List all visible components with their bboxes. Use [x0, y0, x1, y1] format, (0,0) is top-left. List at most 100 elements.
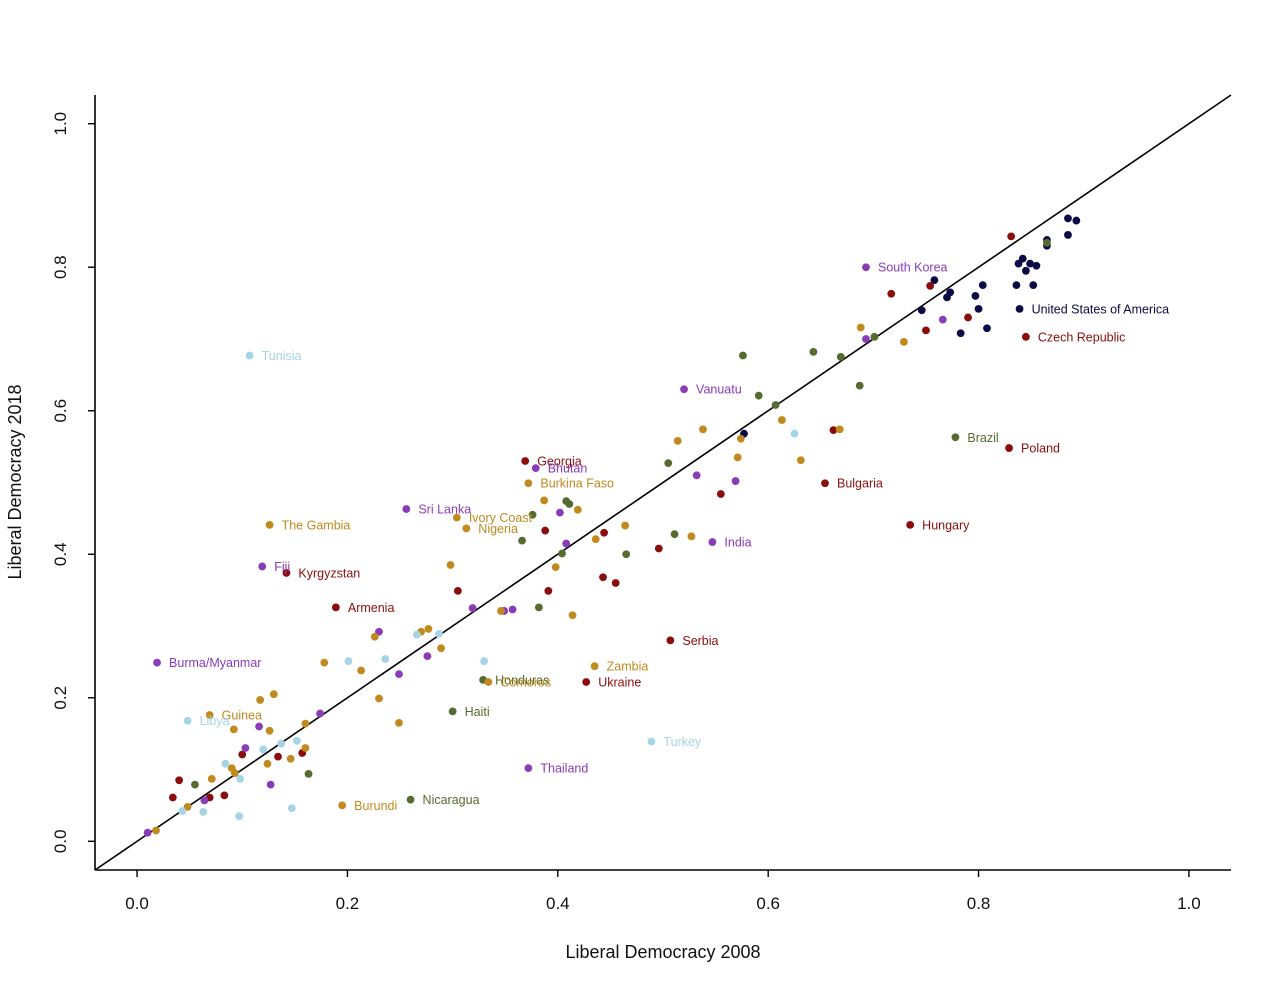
data-point	[453, 586, 462, 595]
data-point	[855, 381, 864, 390]
labeled-point	[462, 524, 471, 533]
point-label: Nigeria	[478, 522, 518, 536]
reference-line	[94, 94, 1232, 871]
data-point	[395, 718, 403, 727]
labeled-point	[906, 520, 915, 529]
points-layer	[143, 214, 1081, 837]
data-point	[381, 655, 390, 663]
labeled-point	[524, 764, 533, 773]
data-point	[943, 293, 951, 302]
labeled-point	[590, 662, 599, 671]
data-point	[274, 752, 282, 761]
point-label: Zambia	[607, 660, 649, 674]
data-point	[739, 351, 747, 360]
data-point	[255, 722, 263, 731]
data-point	[964, 313, 972, 322]
labeled-point	[708, 538, 717, 546]
data-point	[263, 759, 272, 768]
data-point	[508, 605, 517, 614]
data-point	[870, 332, 879, 341]
x-tick-label: 0.2	[336, 894, 360, 913]
data-point	[277, 739, 286, 748]
data-point	[790, 429, 799, 438]
data-point	[235, 812, 244, 821]
data-point	[558, 549, 566, 558]
point-label: United States of America	[1032, 302, 1170, 316]
labeled-point	[951, 433, 960, 442]
data-point	[241, 744, 250, 752]
point-label: Vanuatu	[696, 383, 742, 397]
labeled-point	[862, 263, 870, 272]
point-label: Brazil	[967, 431, 998, 445]
data-point	[1026, 259, 1034, 268]
data-point	[286, 754, 295, 763]
data-point	[480, 657, 489, 666]
point-label: Burma/Myanmar	[169, 656, 261, 670]
data-point	[230, 769, 239, 778]
labeled-point	[484, 678, 493, 686]
point-label: Comoros	[500, 675, 551, 689]
labeled-point	[153, 658, 161, 667]
data-point	[320, 658, 329, 667]
labeled-point	[531, 464, 540, 473]
data-point	[175, 776, 184, 785]
data-point	[856, 323, 865, 332]
point-label: Czech Republic	[1038, 330, 1126, 344]
data-point	[395, 670, 403, 678]
data-point	[1032, 261, 1041, 270]
labeled-point	[1021, 332, 1030, 341]
data-point	[673, 436, 682, 445]
data-point	[238, 750, 247, 759]
x-tick-label: 0.6	[756, 894, 780, 913]
point-label: Bulgaria	[837, 477, 883, 491]
data-point	[293, 736, 301, 745]
data-point	[1014, 259, 1023, 268]
data-point	[259, 745, 268, 754]
data-point	[562, 539, 571, 548]
axes: 0.0 0.2 0.4 0.6 0.8 1.0 0.0 0.2 0.4 0.6 0.8 1.0	[51, 95, 1231, 913]
data-point	[544, 586, 553, 595]
data-point	[304, 769, 313, 778]
point-label: Burkina Faso	[540, 477, 614, 491]
data-point	[412, 630, 421, 639]
data-point	[168, 793, 177, 802]
data-point	[887, 289, 896, 298]
point-label: The Gambia	[282, 518, 351, 532]
point-label: Thailand	[540, 762, 588, 776]
data-point	[974, 304, 983, 313]
data-point	[926, 281, 935, 290]
x-axis-title: Liberal Democracy 2008	[565, 942, 760, 962]
data-point	[1012, 281, 1021, 290]
data-point	[370, 632, 379, 641]
data-point	[528, 510, 537, 519]
data-point	[551, 563, 560, 572]
data-point	[357, 666, 366, 675]
data-point	[796, 456, 805, 465]
data-point	[568, 611, 577, 620]
data-point	[229, 725, 238, 734]
data-point	[437, 644, 445, 653]
data-point	[423, 652, 432, 661]
data-point	[269, 690, 278, 699]
point-label: Kyrgyzstan	[298, 566, 360, 580]
labeled-point	[666, 636, 675, 645]
data-point	[565, 500, 574, 508]
labeled-point	[1015, 304, 1024, 313]
y-tick-label: 0.2	[51, 686, 70, 710]
data-point	[541, 526, 550, 535]
data-point	[983, 324, 991, 333]
point-label: India	[724, 536, 751, 550]
data-point	[301, 719, 310, 728]
data-point	[835, 425, 844, 434]
point-label: Fiji	[274, 560, 290, 574]
point-label: Burundi	[354, 799, 397, 813]
y-tick-label: 1.0	[51, 112, 70, 136]
data-point	[809, 347, 818, 356]
data-point	[534, 603, 543, 612]
data-point	[611, 579, 620, 587]
data-point	[600, 528, 608, 537]
labeled-point	[680, 385, 688, 394]
data-point	[716, 490, 725, 498]
data-point	[152, 826, 160, 835]
data-point	[468, 604, 477, 612]
